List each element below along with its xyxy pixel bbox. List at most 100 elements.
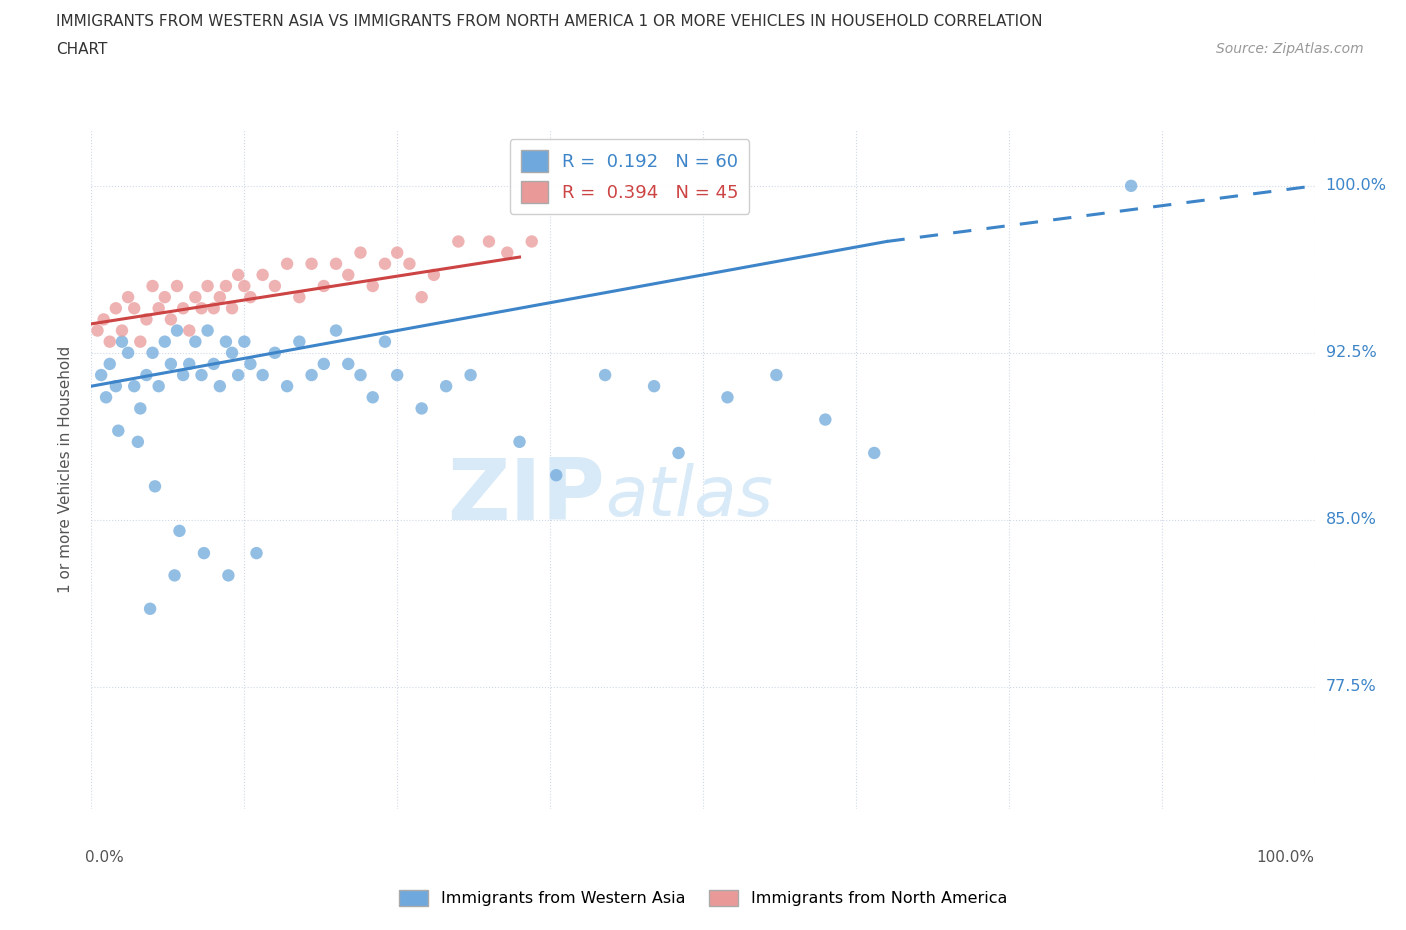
Point <box>141 345 163 360</box>
Y-axis label: 1 or more Vehicles in Household: 1 or more Vehicles in Household <box>58 346 73 593</box>
Point <box>288 290 311 305</box>
Point <box>423 268 446 283</box>
Text: atlas: atlas <box>605 463 773 530</box>
Point <box>276 257 298 272</box>
Point <box>411 401 433 416</box>
Point <box>197 323 219 338</box>
Point <box>385 246 409 260</box>
Point <box>668 445 690 460</box>
Point <box>460 367 482 382</box>
Point <box>94 390 117 405</box>
Point <box>226 367 249 382</box>
Point <box>160 312 183 326</box>
Point <box>111 323 134 338</box>
Point <box>129 401 152 416</box>
Point <box>276 379 298 393</box>
Point <box>135 312 157 326</box>
Point <box>593 367 616 382</box>
Point <box>288 334 311 349</box>
Point <box>221 300 243 315</box>
Point <box>264 279 287 294</box>
Text: 100.0%: 100.0% <box>1326 179 1386 193</box>
Point <box>349 367 371 382</box>
Point <box>163 568 186 583</box>
Point <box>301 257 323 272</box>
Text: ZIP: ZIP <box>447 456 605 538</box>
Point <box>252 268 274 283</box>
Point <box>117 345 139 360</box>
Point <box>1121 179 1143 193</box>
Point <box>208 379 231 393</box>
Point <box>312 356 335 371</box>
Point <box>122 300 145 315</box>
Point <box>765 367 787 382</box>
Legend: R =  0.192   N = 60, R =  0.394   N = 45: R = 0.192 N = 60, R = 0.394 N = 45 <box>510 140 749 214</box>
Point <box>520 234 543 249</box>
Point <box>215 334 238 349</box>
Point <box>190 300 212 315</box>
Point <box>202 300 225 315</box>
Point <box>325 257 347 272</box>
Point <box>215 279 238 294</box>
Point <box>169 524 191 538</box>
Point <box>509 434 531 449</box>
Point <box>172 300 194 315</box>
Point <box>361 390 384 405</box>
Point <box>190 367 212 382</box>
Point <box>166 279 188 294</box>
Point <box>264 345 287 360</box>
Point <box>86 323 108 338</box>
Point <box>141 279 163 294</box>
Text: 77.5%: 77.5% <box>1326 679 1376 694</box>
Text: Source: ZipAtlas.com: Source: ZipAtlas.com <box>1216 42 1364 56</box>
Point <box>349 246 371 260</box>
Point <box>153 334 176 349</box>
Point <box>496 246 519 260</box>
Point <box>643 379 665 393</box>
Point <box>193 546 215 561</box>
Point <box>385 367 409 382</box>
Point <box>337 268 360 283</box>
Point <box>374 334 396 349</box>
Point <box>197 279 219 294</box>
Point <box>122 379 145 393</box>
Point <box>202 356 225 371</box>
Point <box>208 290 231 305</box>
Point <box>117 290 139 305</box>
Point <box>160 356 183 371</box>
Point <box>107 423 129 438</box>
Point <box>104 379 127 393</box>
Point <box>301 367 323 382</box>
Point <box>135 367 157 382</box>
Point <box>93 312 115 326</box>
Text: 0.0%: 0.0% <box>86 850 124 865</box>
Point <box>233 279 256 294</box>
Text: IMMIGRANTS FROM WESTERN ASIA VS IMMIGRANTS FROM NORTH AMERICA 1 OR MORE VEHICLES: IMMIGRANTS FROM WESTERN ASIA VS IMMIGRAN… <box>56 14 1043 29</box>
Point <box>98 356 121 371</box>
Point <box>179 356 201 371</box>
Text: 92.5%: 92.5% <box>1326 345 1376 360</box>
Point <box>398 257 420 272</box>
Point <box>104 300 127 315</box>
Point <box>716 390 738 405</box>
Point <box>90 367 112 382</box>
Point <box>374 257 396 272</box>
Point <box>233 334 256 349</box>
Point <box>814 412 837 427</box>
Legend: Immigrants from Western Asia, Immigrants from North America: Immigrants from Western Asia, Immigrants… <box>392 884 1014 912</box>
Point <box>166 323 188 338</box>
Point <box>337 356 360 371</box>
Point <box>184 290 207 305</box>
Point <box>143 479 166 494</box>
Point <box>153 290 176 305</box>
Point <box>863 445 886 460</box>
Text: CHART: CHART <box>56 42 108 57</box>
Point <box>434 379 457 393</box>
Point <box>239 356 262 371</box>
Point <box>217 568 239 583</box>
Point <box>129 334 152 349</box>
Point <box>325 323 347 338</box>
Point <box>148 300 170 315</box>
Text: 85.0%: 85.0% <box>1326 512 1376 527</box>
Point <box>245 546 267 561</box>
